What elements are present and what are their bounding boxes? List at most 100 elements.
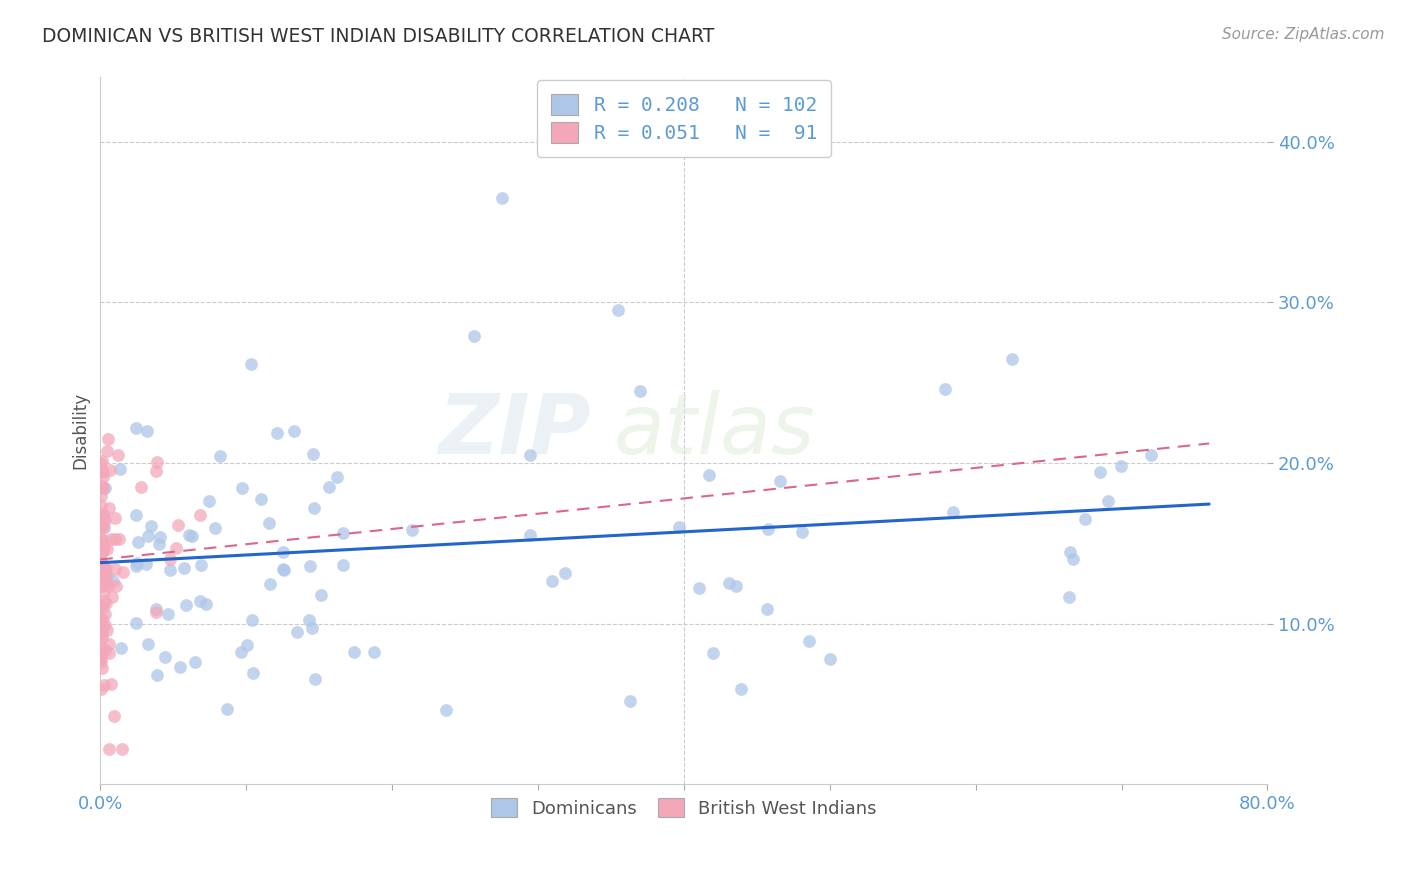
Point [1074,512,1097,526]
Point [96,576,118,591]
Point [541,574,564,589]
Point [127,535,149,549]
Point [94,567,117,582]
Point [98,742,121,756]
Point [157,607,180,622]
Point [91,543,114,558]
Point [91,481,114,495]
Point [231,481,253,495]
Point [89,656,111,670]
Point [188,594,211,608]
Point [91,470,114,484]
Point [554,566,576,581]
Point [90,464,112,478]
Point [94,572,117,586]
Point [180,529,202,543]
Point [628,384,651,398]
Point [91,465,114,479]
Point [756,522,779,536]
Point [198,494,221,508]
Point [159,551,181,566]
Point [818,652,841,666]
Point [1139,448,1161,462]
Point [463,329,485,343]
Point [301,622,323,636]
Point [90,545,112,559]
Point [93,539,115,553]
Point [89,551,111,566]
Point [93,520,115,534]
Point [90,556,112,570]
Point [91,612,114,626]
Point [702,646,724,660]
Point [90,516,112,530]
Point [96,561,118,575]
Point [177,527,200,541]
Point [942,505,965,519]
Point [93,512,115,526]
Point [91,538,114,552]
Point [139,519,162,533]
Point [111,565,134,579]
Point [136,529,159,543]
Point [332,526,354,541]
Point [96,568,118,582]
Point [283,424,305,438]
Point [108,462,131,476]
Point [797,633,820,648]
Text: atlas: atlas [614,391,815,472]
Point [90,579,112,593]
Point [89,571,111,585]
Point [100,677,122,691]
Point [125,558,148,573]
Point [100,533,122,547]
Point [363,645,385,659]
Point [149,530,172,544]
Point [103,708,125,723]
Point [98,646,121,660]
Point [768,475,790,489]
Point [231,645,253,659]
Point [111,742,134,756]
Point [401,523,423,537]
Point [104,533,127,547]
Point [96,624,118,638]
Point [89,508,111,522]
Point [434,703,457,717]
Point [266,426,288,441]
Point [91,558,114,572]
Point [215,702,238,716]
Point [619,694,641,708]
Point [97,432,120,446]
Point [299,559,322,574]
Point [90,537,112,551]
Point [91,661,114,675]
Point [96,443,118,458]
Point [110,641,132,656]
Point [236,638,259,652]
Point [89,597,111,611]
Point [259,577,281,591]
Point [90,612,112,626]
Point [90,454,112,468]
Point [184,655,207,669]
Point [332,558,354,572]
Point [146,667,169,681]
Point [98,500,121,515]
Point [167,518,190,533]
Point [136,637,159,651]
Point [107,448,129,462]
Point [89,651,111,665]
Point [326,470,349,484]
Point [1059,591,1081,605]
Point [93,584,115,599]
Point [90,628,112,642]
Point [104,510,127,524]
Point [302,501,325,516]
Point [127,556,149,570]
Point [89,652,111,666]
Point [91,521,114,535]
Point [91,626,114,640]
Point [1111,459,1133,474]
Point [343,644,366,658]
